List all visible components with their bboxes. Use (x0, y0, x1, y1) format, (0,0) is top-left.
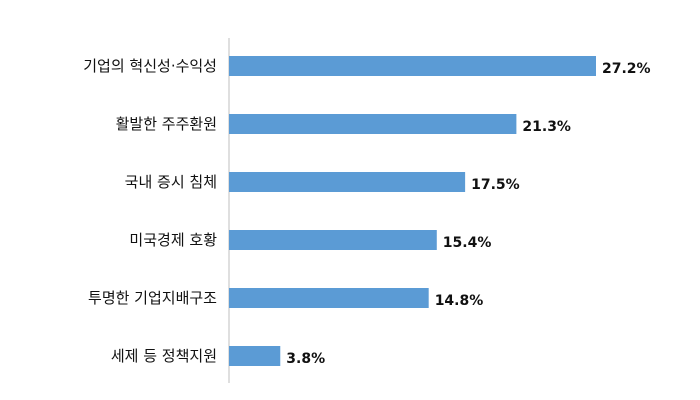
bar-1 (229, 114, 517, 134)
bar-2 (229, 172, 466, 192)
bar-5 (229, 346, 281, 366)
category-label-5: 세제 등 정책지원 (111, 347, 217, 365)
value-label-3: 15.4% (443, 235, 492, 251)
category-label-2: 국내 증시 침체 (125, 173, 217, 191)
value-label-5: 3.8% (286, 351, 325, 367)
bar-4 (229, 288, 429, 308)
bar-0 (229, 56, 596, 76)
category-label-4: 투명한 기업지배구조 (88, 289, 217, 307)
bar-3 (229, 230, 437, 250)
value-label-4: 14.8% (435, 293, 484, 309)
category-label-3: 미국경제 호황 (129, 231, 217, 249)
value-label-0: 27.2% (602, 61, 651, 77)
value-labels-group: 27.2% 21.3% 17.5% 15.4% 14.8% 3.8% (286, 61, 650, 367)
value-label-1: 21.3% (522, 119, 571, 135)
category-label-0: 기업의 혁신성·수익성 (83, 57, 217, 75)
value-label-2: 17.5% (471, 177, 520, 193)
category-label-1: 활발한 주주환원 (116, 115, 217, 133)
bars-group (229, 56, 596, 366)
